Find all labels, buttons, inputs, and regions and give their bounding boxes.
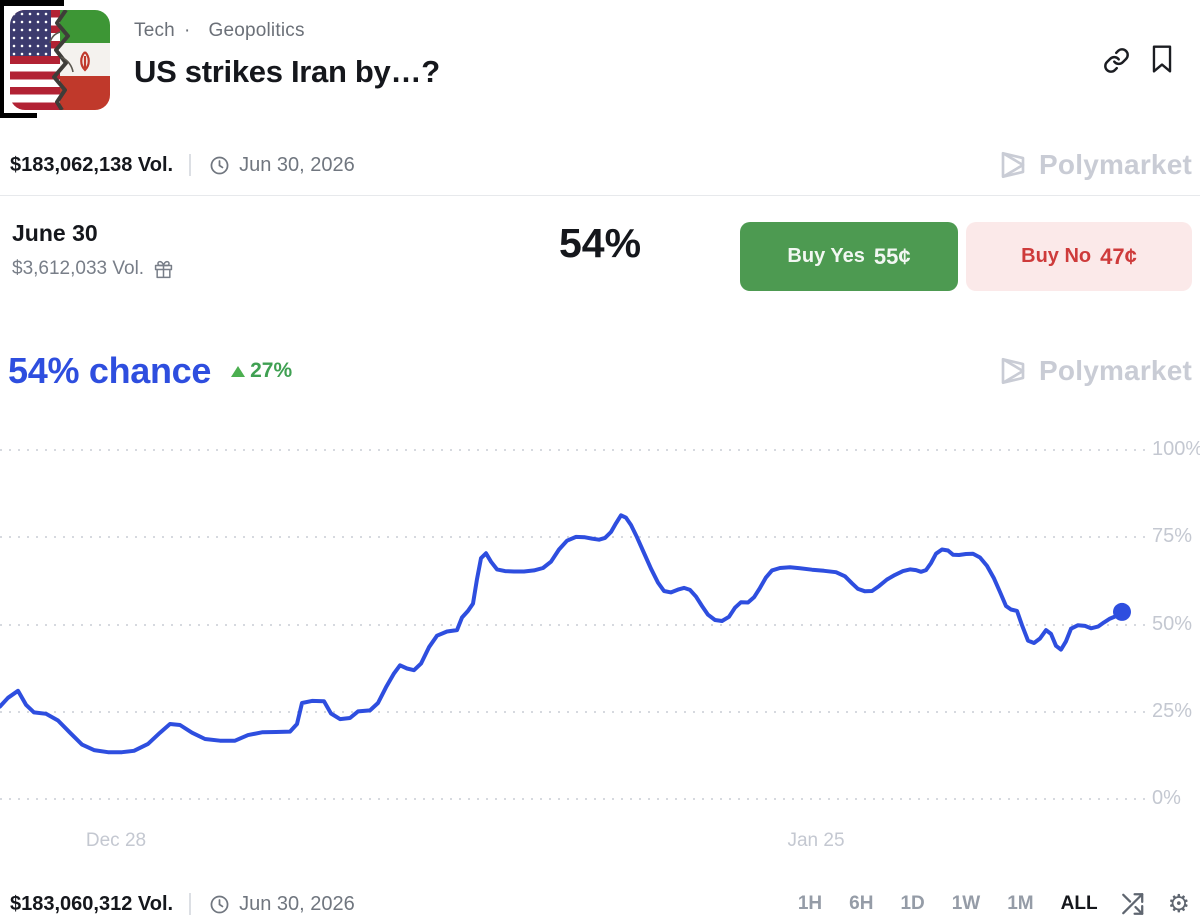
crack-line — [49, 10, 90, 110]
end-date: Jun 30, 2026 — [239, 153, 355, 176]
range-all[interactable]: ALL — [1060, 893, 1098, 914]
separator — [189, 154, 192, 176]
gift-icon — [154, 260, 173, 278]
total-volume: $183,062,138 Vol. — [10, 153, 174, 176]
total-volume-footer: $183,060,312 Vol. — [10, 892, 174, 915]
breadcrumb-separator: · — [183, 20, 191, 41]
polymarket-watermark: Polymarket — [997, 149, 1192, 181]
clock-icon — [210, 895, 229, 913]
buy-no-button[interactable]: Buy No 47¢ — [966, 222, 1192, 291]
price-history-chart[interactable]: 100% 75% 50% 25% 0% Dec 28 Jan 25 — [0, 438, 1200, 858]
market-image-us-iran-flags — [10, 10, 110, 110]
range-1d[interactable]: 1D — [900, 893, 925, 914]
range-6h[interactable]: 6H — [849, 893, 874, 914]
price-line — [0, 513, 1124, 755]
screenshot-edge-artifact — [0, 113, 37, 118]
range-1h[interactable]: 1H — [797, 893, 823, 914]
delta-up-icon — [231, 365, 246, 377]
x-axis-tick-jan-25: Jan 25 — [787, 830, 845, 851]
outcome-volume: $3,612,033 Vol. — [12, 258, 145, 279]
range-1m[interactable]: 1M — [1007, 893, 1034, 914]
y-axis-tick-0: 0% — [1152, 787, 1181, 809]
y-axis-tick-75: 75% — [1152, 525, 1193, 548]
delta-value: 27% — [250, 359, 293, 382]
outcome-probability: 54% — [558, 220, 642, 266]
clock-icon — [210, 156, 229, 174]
polymarket-watermark: Polymarket — [997, 355, 1192, 387]
divider — [0, 195, 1200, 196]
breadcrumb-subcategory[interactable]: Geopolitics — [208, 20, 305, 41]
link-icon[interactable] — [1103, 47, 1130, 79]
gridline-0 — [0, 798, 1145, 800]
compare-arrows-icon[interactable] — [1120, 891, 1146, 917]
chance-value: 54% chance — [8, 350, 212, 391]
buy-no-price: 47¢ — [1100, 243, 1137, 269]
breadcrumb: Tech · Geopolitics — [134, 20, 440, 42]
chance-delta: 27% — [231, 359, 292, 383]
gridline-25 — [0, 710, 1145, 713]
polymarket-logo-icon — [1001, 357, 1025, 385]
gear-icon[interactable]: ⚙ — [1167, 889, 1190, 918]
separator — [189, 893, 192, 915]
buy-yes-price: 55¢ — [873, 243, 911, 269]
gridline-50 — [0, 623, 1145, 626]
us-flag-half — [10, 10, 62, 110]
polymarket-logo-icon — [1001, 151, 1025, 179]
gridline-100 — [0, 449, 1145, 451]
buy-yes-button[interactable]: Buy Yes 55¢ — [740, 222, 958, 291]
y-axis-tick-50: 50% — [1152, 612, 1193, 635]
buy-yes-label: Buy Yes — [787, 245, 865, 267]
range-1w[interactable]: 1W — [951, 893, 981, 914]
time-range-selector: 1H 6H 1D 1W 1M ALL — [798, 893, 1098, 915]
outcome-name: June 30 — [12, 220, 98, 246]
outcome-row-june-30: June 30 $3,612,033 Vol. 54% Buy Yes 55¢ … — [12, 214, 1192, 298]
polymarket-watermark-label: Polymarket — [1039, 149, 1192, 180]
screenshot-edge-artifact — [0, 0, 64, 6]
polymarket-watermark-label: Polymarket — [1039, 355, 1192, 386]
end-date-footer: Jun 30, 2026 — [239, 892, 355, 915]
y-axis-tick-25: 25% — [1152, 699, 1193, 722]
price-line-svg — [0, 513, 1131, 755]
breadcrumb-category[interactable]: Tech — [134, 20, 175, 41]
page-title: US strikes Iran by…? — [134, 54, 440, 89]
buy-no-label: Buy No — [1021, 245, 1092, 267]
screenshot-edge-artifact — [0, 0, 4, 118]
bookmark-icon[interactable] — [1149, 44, 1175, 79]
current-price-dot — [1113, 602, 1131, 621]
y-axis-tick-100: 100% — [1152, 438, 1200, 460]
x-axis-tick-dec-28: Dec 28 — [85, 830, 147, 851]
